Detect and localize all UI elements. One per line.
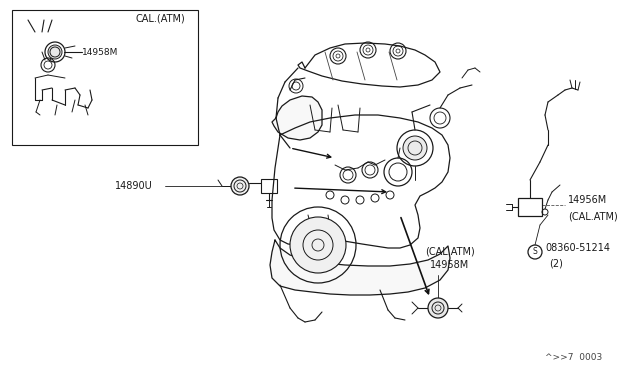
Text: (CAL.ATM): (CAL.ATM) (425, 247, 475, 257)
Text: 14890U: 14890U (115, 181, 153, 191)
Text: 14956M: 14956M (568, 195, 607, 205)
Text: (CAL.ATM): (CAL.ATM) (568, 211, 618, 221)
Bar (518, 198, 542, 216)
Circle shape (403, 136, 427, 160)
Circle shape (231, 177, 249, 195)
Text: CAL.(ATM): CAL.(ATM) (135, 13, 185, 23)
Circle shape (48, 45, 62, 59)
Text: S: S (532, 247, 538, 257)
Text: 14958M: 14958M (82, 48, 118, 57)
Bar (261, 179, 277, 193)
Text: 14958M: 14958M (430, 260, 469, 270)
Circle shape (290, 217, 346, 273)
Text: ^>>7  0003: ^>>7 0003 (545, 353, 602, 362)
Text: (2): (2) (549, 258, 563, 268)
Polygon shape (272, 96, 322, 140)
Bar (12, 10, 198, 145)
Polygon shape (270, 240, 450, 295)
Text: 08360-51214: 08360-51214 (545, 243, 610, 253)
Circle shape (428, 298, 448, 318)
